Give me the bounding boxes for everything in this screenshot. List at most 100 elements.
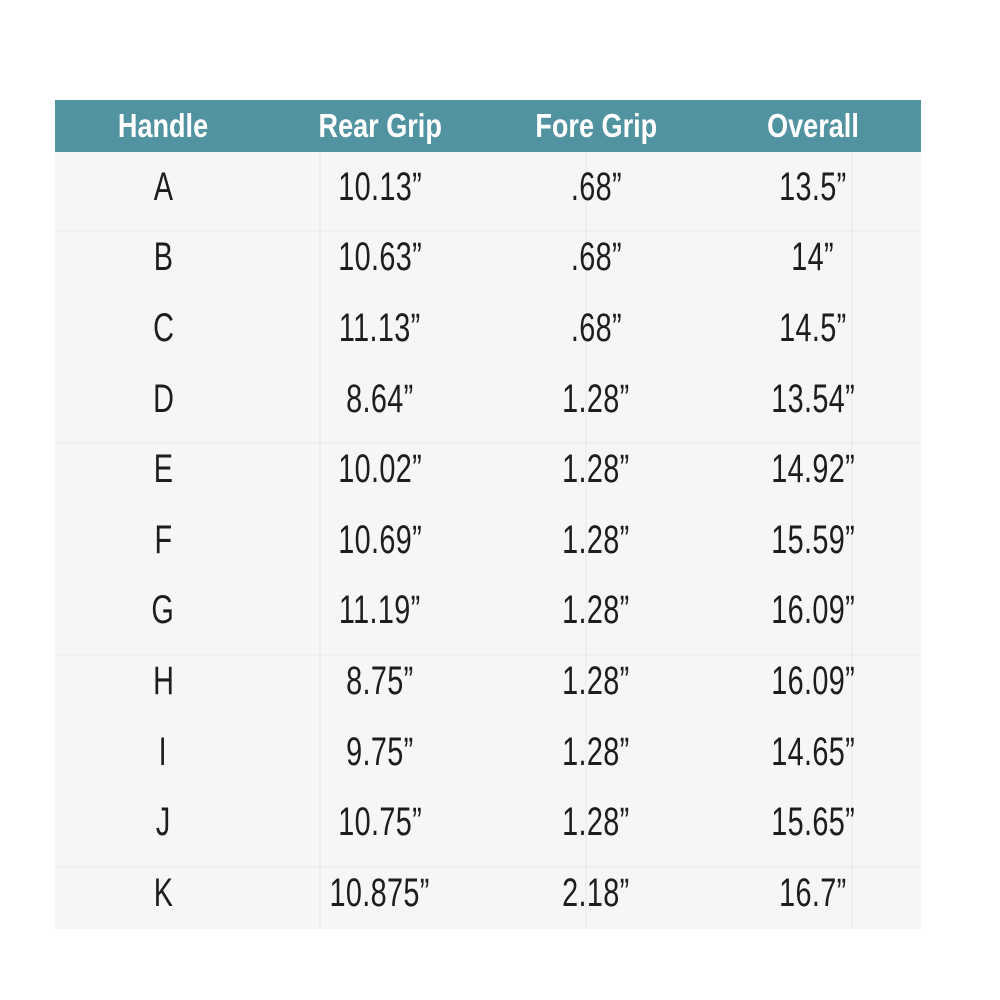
rear-grip-cell-value: 8.75” (346, 658, 414, 703)
column-header-rear-grip: Rear Grip (272, 107, 489, 145)
rear-grip-cell-value: 10.69” (337, 517, 422, 562)
overall-cell: 14.5” (705, 306, 922, 351)
fore-grip-cell-value: .68” (570, 164, 622, 209)
overall-cell: 14.92” (705, 447, 922, 492)
handle-cell-value: A (153, 164, 174, 209)
fore-grip-cell-value: .68” (570, 305, 622, 350)
fore-grip-cell-value: 1.28” (562, 658, 630, 703)
table-header-row: Handle Rear Grip Fore Grip Overall (55, 100, 921, 152)
rear-grip-cell: 11.19” (272, 588, 489, 633)
handle-cell-value: J (155, 800, 171, 845)
overall-cell: 16.7” (705, 871, 922, 916)
column-header-overall-label: Overall (766, 107, 859, 144)
handle-cell: C (55, 306, 272, 351)
fore-grip-cell-value: 1.28” (562, 376, 630, 421)
rear-grip-cell-value: 11.13” (338, 305, 421, 350)
table-row: I 9.75” 1.28” 14.65” (55, 717, 921, 788)
rear-grip-cell-value: 10.875” (329, 870, 430, 915)
overall-cell: 16.09” (705, 659, 922, 704)
table-row: H 8.75” 1.28” 16.09” (55, 646, 921, 717)
handle-cell-value: B (153, 235, 174, 280)
table-row: C 11.13” .68” 14.5” (55, 293, 921, 364)
rear-grip-cell: 10.13” (272, 165, 489, 210)
fore-grip-cell-value: .68” (570, 235, 622, 280)
overall-cell-value: 13.54” (770, 376, 855, 421)
fore-grip-cell: 1.28” (488, 377, 705, 422)
handle-cell-value: F (154, 517, 173, 562)
overall-cell: 14.65” (705, 730, 922, 775)
fore-grip-cell: .68” (488, 306, 705, 351)
rear-grip-cell: 8.64” (272, 377, 489, 422)
overall-cell-value: 14.65” (770, 729, 855, 774)
handle-cell-value: I (159, 729, 168, 774)
fore-grip-cell-value: 2.18” (562, 870, 630, 915)
rear-grip-cell-value: 11.19” (338, 588, 421, 633)
overall-cell-value: 16.7” (779, 870, 847, 915)
fore-grip-cell-value: 1.28” (562, 447, 630, 492)
rear-grip-cell: 10.75” (272, 800, 489, 845)
handle-cell: K (55, 871, 272, 916)
handle-cell-value: K (153, 870, 174, 915)
handle-cell-value: H (152, 658, 174, 703)
overall-cell-value: 16.09” (770, 658, 855, 703)
table-row: J 10.75” 1.28” 15.65” (55, 787, 921, 858)
overall-cell-value: 14” (791, 235, 835, 280)
handle-cell: J (55, 800, 272, 845)
handle-cell: B (55, 235, 272, 280)
column-header-handle: Handle (55, 107, 272, 145)
rear-grip-cell: 11.13” (272, 306, 489, 351)
fore-grip-cell: 1.28” (488, 518, 705, 563)
rear-grip-cell: 10.875” (272, 871, 489, 916)
fore-grip-cell-value: 1.28” (562, 729, 630, 774)
rear-grip-cell-value: 10.02” (337, 447, 422, 492)
fore-grip-cell-value: 1.28” (562, 800, 630, 845)
overall-cell-value: 14.5” (779, 305, 847, 350)
table-row: K 10.875” 2.18” 16.7” (55, 858, 921, 929)
handle-cell: E (55, 447, 272, 492)
rear-grip-cell-value: 10.75” (337, 800, 422, 845)
overall-cell-value: 15.65” (770, 800, 855, 845)
overall-cell-value: 15.59” (770, 517, 855, 562)
rear-grip-cell-value: 10.63” (337, 235, 422, 280)
fore-grip-cell: 2.18” (488, 871, 705, 916)
overall-cell-value: 14.92” (770, 447, 855, 492)
rear-grip-cell: 9.75” (272, 730, 489, 775)
handle-cell-value: E (153, 447, 174, 492)
table-row: D 8.64” 1.28” 13.54” (55, 364, 921, 435)
column-header-handle-label: Handle (118, 107, 209, 144)
handle-cell: G (55, 588, 272, 633)
rear-grip-cell: 10.63” (272, 235, 489, 280)
overall-cell-value: 16.09” (770, 588, 855, 633)
overall-cell: 15.59” (705, 518, 922, 563)
rear-grip-cell: 10.02” (272, 447, 489, 492)
fore-grip-cell: .68” (488, 165, 705, 210)
rear-grip-cell-value: 10.13” (337, 164, 422, 209)
column-header-fore-grip: Fore Grip (488, 107, 705, 145)
handle-cell-value: G (151, 588, 175, 633)
handle-cell: D (55, 377, 272, 422)
handle-cell: F (55, 518, 272, 563)
rear-grip-cell-value: 9.75” (346, 729, 414, 774)
handle-cell: I (55, 730, 272, 775)
table-row: B 10.63” .68” 14” (55, 223, 921, 294)
fore-grip-cell: 1.28” (488, 730, 705, 775)
fore-grip-cell: 1.28” (488, 800, 705, 845)
handle-cell: H (55, 659, 272, 704)
overall-cell: 15.65” (705, 800, 922, 845)
handle-cell: A (55, 165, 272, 210)
handle-dimensions-table: Handle Rear Grip Fore Grip Overall A 10.1… (55, 100, 921, 929)
overall-cell: 13.54” (705, 377, 922, 422)
overall-cell-value: 13.5” (779, 164, 847, 209)
fore-grip-cell: .68” (488, 235, 705, 280)
handle-cell-value: D (152, 376, 174, 421)
handle-cell-value: C (152, 305, 174, 350)
fore-grip-cell: 1.28” (488, 659, 705, 704)
table-row: E 10.02” 1.28” 14.92” (55, 434, 921, 505)
table-body: A 10.13” .68” 13.5” B 10.63” .68” 14” C 11.13” .68… (55, 152, 921, 929)
column-header-rear-grip-label: Rear Grip (318, 107, 442, 144)
table-row: F 10.69” 1.28” 15.59” (55, 505, 921, 576)
overall-cell: 16.09” (705, 588, 922, 633)
fore-grip-cell: 1.28” (488, 588, 705, 633)
overall-cell: 14” (705, 235, 922, 280)
